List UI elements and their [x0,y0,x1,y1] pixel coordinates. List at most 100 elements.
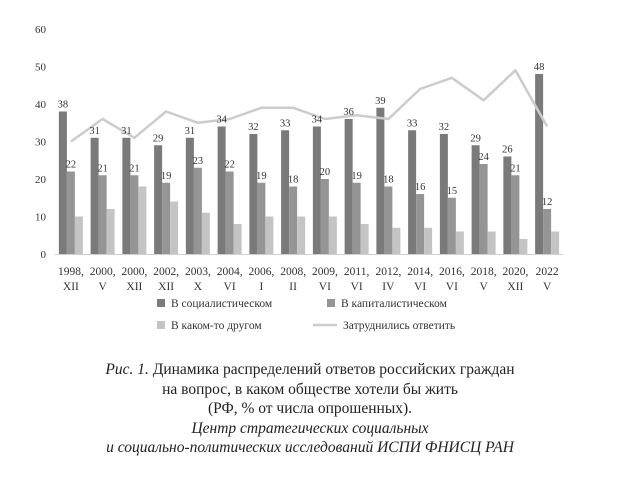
y-axis: 0 10 20 30 40 50 60 [35,24,47,261]
data-label: 38 [58,100,69,111]
bar [408,130,417,254]
bar [66,171,75,254]
bar [217,126,226,254]
data-label: 19 [351,171,362,182]
x-tick-label-month: XII [507,281,523,293]
data-label: 22 [66,160,77,171]
y-tick-label: 0 [41,249,47,261]
x-tick-label-month: XII [126,281,142,293]
caption-title: Динамика распределений ответов российски… [148,361,515,378]
figure-caption: Рис. 1. Динамика распределений ответов р… [0,360,620,458]
bar [154,145,163,254]
x-tick-label: 2000, [121,266,147,278]
bar [471,145,480,254]
data-label: 48 [534,62,545,73]
x-tick-label-month: XII [158,281,174,293]
data-label: 36 [343,107,354,118]
x-tick-label-month: X [194,281,203,293]
bar [439,134,448,254]
x-tick-label: 2008, [280,266,306,278]
data-label: 24 [478,152,489,163]
bar [352,182,361,254]
x-tick-label-month: VI [319,281,331,293]
x-tick-label: 2018, [471,266,497,278]
y-tick-label: 30 [35,137,47,149]
data-label: 19 [256,171,267,182]
bar [130,175,139,254]
x-tick-label: 2000, [90,266,116,278]
bar [416,194,425,254]
bar [74,216,83,254]
bar [455,231,464,254]
legend-label: В социалистическом [171,298,273,310]
data-label: 34 [216,115,227,126]
data-label: 32 [439,122,450,133]
data-label: 34 [312,115,323,126]
line-series [70,69,549,143]
bar [503,156,512,254]
caption-source-1: Центр стратегических социальных [191,419,429,437]
data-label: 21 [510,163,521,174]
legend-label: В капиталистическом [341,298,448,310]
x-tick-label-month: I [259,281,263,293]
bar [320,179,329,254]
bar [98,175,107,254]
x-tick-label: 2006, [248,266,274,278]
x-tick-label-month: V [479,281,488,293]
bar [289,186,298,254]
bar [106,209,115,254]
bar [185,137,194,254]
bar [447,197,456,254]
bar [281,130,290,254]
x-tick-label-month: VI [446,281,458,293]
line-Затруднились ответить [70,69,549,143]
legend-swatch [157,321,165,329]
bar [90,137,99,254]
bar [479,164,488,254]
x-tick-label: 2012, [375,266,401,278]
data-label: 18 [383,175,394,186]
y-tick-label: 10 [35,212,47,224]
data-label: 20 [320,167,331,178]
bar [535,74,544,254]
bar [376,107,385,254]
x-tick-label: 2003, [185,266,211,278]
bar [257,182,266,254]
legend-label: Затруднились ответить [343,320,455,332]
bar [487,231,496,254]
x-tick-label: 2016, [439,266,465,278]
x-tick-label-month: IV [382,281,395,293]
bar [312,126,321,254]
data-labels: 38 22 31 21 31 21 29 19 31 23 34 22 32 19 33 18 34 20 36 19… [58,62,553,208]
bar [424,227,433,254]
data-label: 31 [121,126,132,137]
bar [138,186,147,254]
bar [233,224,242,254]
x-tick-label: 2004, [217,266,243,278]
data-label: 32 [248,122,259,133]
legend-swatch [157,299,165,307]
bar [511,175,520,254]
bar [58,111,67,254]
bar [328,216,337,254]
bar [519,239,528,254]
data-label: 23 [193,156,204,167]
legend: В социалистическом В капиталистическом В к… [157,298,455,332]
bar [297,216,306,254]
caption-source-2: и социально-политических исследований ИС… [106,439,514,456]
x-tick-label-month: V [543,281,552,293]
x-tick-label-month: XII [63,281,79,293]
data-label: 21 [129,163,140,174]
bar [193,167,202,254]
x-tick-label-month: VI [351,281,363,293]
bars [58,74,560,254]
y-tick-label: 40 [35,99,47,111]
data-label: 33 [407,118,418,129]
data-label: 31 [89,126,100,137]
x-tick-label-month: VI [414,281,426,293]
bar [551,231,560,254]
x-tick-label-month: II [289,281,297,293]
bar [122,137,131,254]
data-label: 16 [415,182,426,193]
x-tick-label: 2009, [312,266,338,278]
